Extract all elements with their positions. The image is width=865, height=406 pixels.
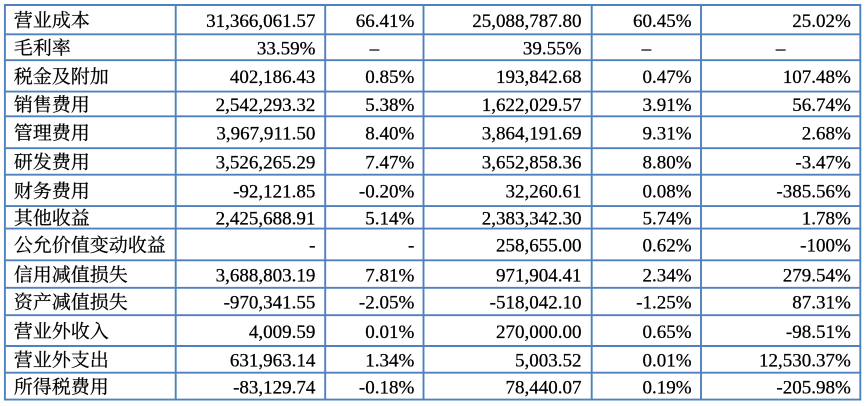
svg-text:4,009.59: 4,009.59 — [249, 322, 316, 343]
svg-text:1.78%: 1.78% — [802, 209, 851, 230]
svg-text:32,260.61: 32,260.61 — [506, 182, 582, 203]
svg-text:0.08%: 0.08% — [643, 182, 692, 203]
svg-text:-0.20%: -0.20% — [359, 182, 415, 203]
svg-text:9.31%: 9.31% — [643, 123, 692, 144]
svg-text:39.55%: 39.55% — [523, 38, 582, 59]
svg-text:-970,341.55: -970,341.55 — [224, 293, 316, 314]
svg-text:78,440.07: 78,440.07 — [506, 377, 582, 398]
svg-text:1,622,029.57: 1,622,029.57 — [482, 95, 582, 116]
svg-text:2.34%: 2.34% — [643, 265, 692, 286]
svg-text:-3.47%: -3.47% — [795, 153, 851, 174]
svg-text:25,088,787.80: 25,088,787.80 — [472, 11, 581, 32]
svg-text:33.59%: 33.59% — [257, 38, 316, 59]
svg-text:7.47%: 7.47% — [365, 153, 414, 174]
svg-text:66.41%: 66.41% — [356, 11, 415, 32]
svg-text:8.80%: 8.80% — [643, 153, 692, 174]
svg-text:-100%: -100% — [800, 236, 851, 257]
svg-text:–: – — [775, 38, 786, 59]
svg-text:3,688,803.19: 3,688,803.19 — [216, 265, 316, 286]
svg-text:87.31%: 87.31% — [792, 293, 851, 314]
svg-text:8.40%: 8.40% — [365, 123, 414, 144]
svg-text:-518,042.10: -518,042.10 — [490, 293, 582, 314]
svg-text:7.81%: 7.81% — [365, 265, 414, 286]
svg-text:5.74%: 5.74% — [643, 209, 692, 230]
svg-text:2.68%: 2.68% — [802, 123, 851, 144]
svg-text:971,904.41: 971,904.41 — [496, 265, 582, 286]
svg-text:3,526,265.29: 3,526,265.29 — [216, 153, 316, 174]
svg-text:25.02%: 25.02% — [792, 11, 851, 32]
svg-text:-205.98%: -205.98% — [776, 377, 851, 398]
svg-text:107.48%: 107.48% — [783, 67, 851, 88]
svg-text:31,366,061.57: 31,366,061.57 — [206, 11, 315, 32]
svg-text:-: - — [408, 236, 414, 257]
svg-text:193,842.68: 193,842.68 — [496, 67, 582, 88]
svg-text:-1.25%: -1.25% — [636, 293, 692, 314]
svg-text:0.62%: 0.62% — [643, 236, 692, 257]
svg-text:56.74%: 56.74% — [792, 95, 851, 116]
svg-text:0.01%: 0.01% — [365, 322, 414, 343]
svg-text:-98.51%: -98.51% — [786, 322, 851, 343]
svg-text:5,003.52: 5,003.52 — [515, 351, 582, 372]
svg-text:–: – — [369, 38, 380, 59]
svg-text:1.34%: 1.34% — [365, 351, 414, 372]
svg-text:2,425,688.91: 2,425,688.91 — [216, 209, 316, 230]
svg-text:60.45%: 60.45% — [633, 11, 692, 32]
svg-text:12,530.37%: 12,530.37% — [759, 351, 851, 372]
svg-text:3.91%: 3.91% — [643, 95, 692, 116]
svg-text:0.01%: 0.01% — [643, 351, 692, 372]
svg-text:3,967,911.50: 3,967,911.50 — [216, 123, 315, 144]
svg-text:-385.56%: -385.56% — [776, 182, 851, 203]
svg-text:279.54%: 279.54% — [783, 265, 851, 286]
svg-text:3,652,858.36: 3,652,858.36 — [482, 153, 582, 174]
svg-text:0.85%: 0.85% — [365, 67, 414, 88]
svg-text:-0.18%: -0.18% — [359, 377, 415, 398]
svg-text:-92,121.85: -92,121.85 — [233, 182, 315, 203]
svg-text:5.14%: 5.14% — [365, 209, 414, 230]
svg-text:-83,129.74: -83,129.74 — [233, 377, 316, 398]
svg-text:2,383,342.30: 2,383,342.30 — [482, 209, 582, 230]
svg-text:402,186.43: 402,186.43 — [230, 67, 316, 88]
svg-text:5.38%: 5.38% — [365, 95, 414, 116]
svg-text:270,000.00: 270,000.00 — [496, 322, 582, 343]
svg-text:0.47%: 0.47% — [643, 67, 692, 88]
svg-text:–: – — [641, 38, 652, 59]
svg-text:0.19%: 0.19% — [643, 377, 692, 398]
svg-text:0.65%: 0.65% — [643, 322, 692, 343]
svg-text:631,963.14: 631,963.14 — [230, 351, 316, 372]
svg-text:-2.05%: -2.05% — [359, 293, 415, 314]
svg-text:258,655.00: 258,655.00 — [496, 236, 582, 257]
svg-text:2,542,293.32: 2,542,293.32 — [216, 95, 316, 116]
svg-text:-: - — [309, 236, 315, 257]
svg-text:3,864,191.69: 3,864,191.69 — [482, 123, 582, 144]
